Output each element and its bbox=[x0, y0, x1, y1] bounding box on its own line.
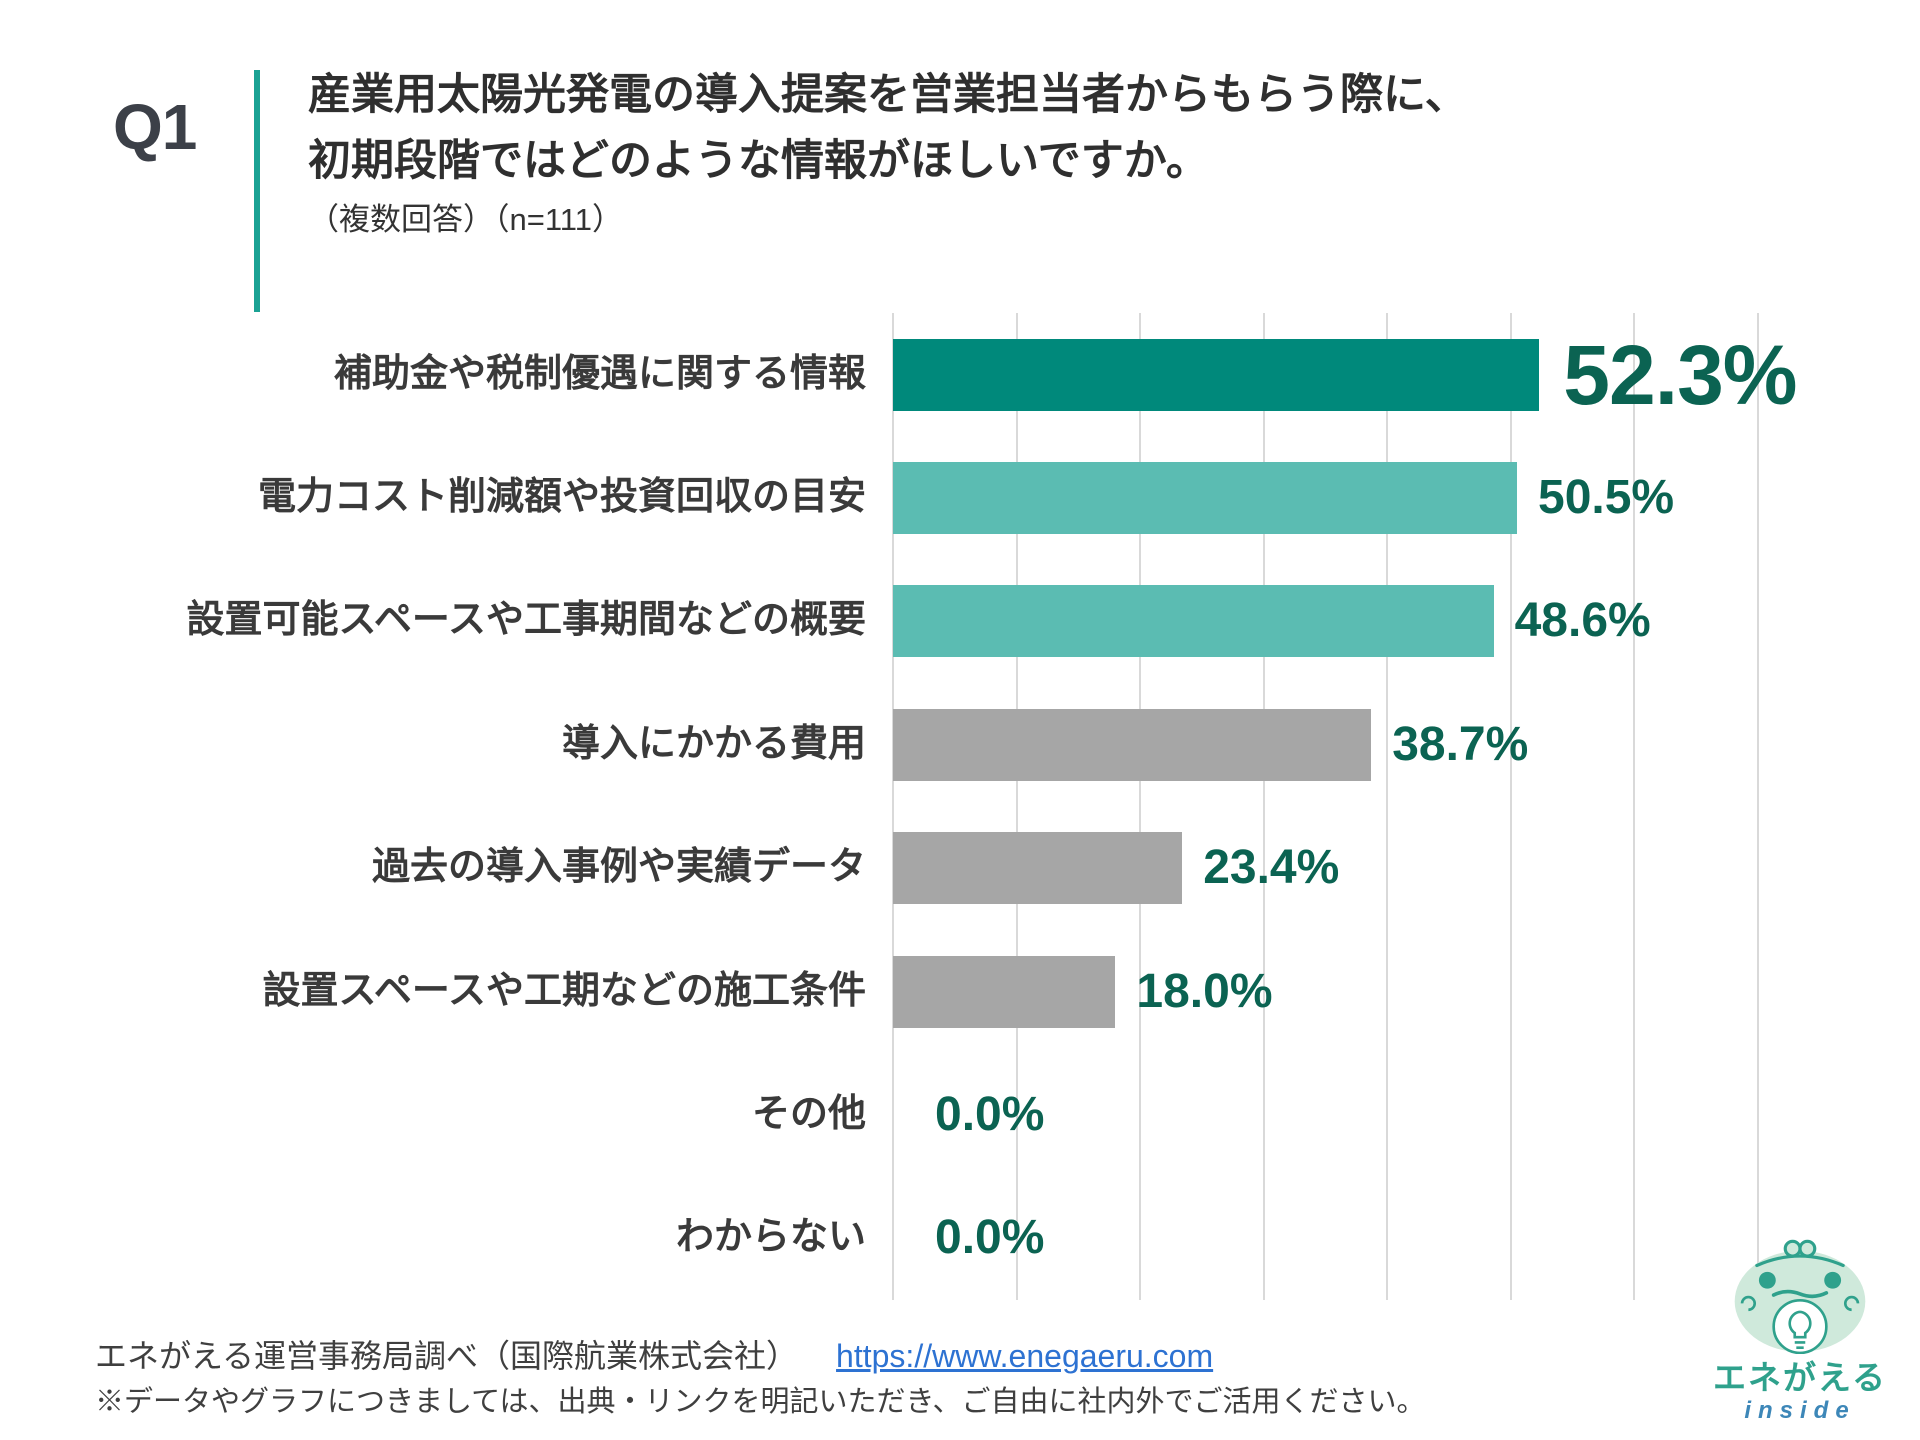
logo-sub-text: inside bbox=[1744, 1396, 1856, 1424]
value-label: 38.7% bbox=[1392, 717, 1529, 771]
source-line: エネがえる運営事務局調べ（国際航業株式会社） https://www.enegae… bbox=[95, 1336, 1213, 1378]
category-label: 補助金や税制優遇に関する情報 bbox=[333, 352, 866, 395]
question-title-block: 産業用太陽光発電の導入提案を営業担当者からもらう際に、 初期段階ではどのような情… bbox=[308, 62, 1468, 246]
source-text: エネがえる運営事務局調べ（国際航業株式会社） bbox=[95, 1338, 799, 1374]
frog-lightbulb-icon bbox=[1721, 1239, 1879, 1358]
gridline bbox=[1139, 313, 1142, 1300]
bar-1 bbox=[893, 462, 1517, 535]
bar-2 bbox=[893, 585, 1494, 658]
logo-brand-text: エネがえる bbox=[1712, 1359, 1887, 1396]
gridline bbox=[1386, 313, 1389, 1300]
value-label: 23.4% bbox=[1203, 841, 1340, 895]
category-label: その他 bbox=[751, 1093, 866, 1136]
question-title-line2: 初期段階ではどのような情報がほしいですか。 bbox=[308, 137, 1209, 185]
category-label: 設置スペースや工期などの施工条件 bbox=[262, 969, 866, 1012]
gridline bbox=[1757, 313, 1759, 1300]
category-label: 過去の導入事例や実績データ bbox=[371, 846, 866, 889]
category-label: 電力コスト削減額や投資回収の目安 bbox=[257, 476, 866, 519]
question-number: Q1 bbox=[113, 91, 197, 163]
value-label: 48.6% bbox=[1514, 594, 1651, 648]
value-label: 52.3% bbox=[1563, 327, 1797, 422]
category-label: 導入にかかる費用 bbox=[561, 723, 866, 765]
gridline bbox=[1509, 313, 1512, 1300]
source-link[interactable]: https://www.enegaeru.com bbox=[836, 1338, 1214, 1374]
question-title-line1: 産業用太陽光発電の導入提案を営業担当者からもらう際に、 bbox=[308, 71, 1468, 119]
value-label: 50.5% bbox=[1538, 471, 1675, 525]
gridline bbox=[1633, 313, 1636, 1300]
bar-3 bbox=[893, 708, 1372, 781]
question-subtitle: （複数回答）（n=111） bbox=[308, 202, 623, 237]
value-label: 18.0% bbox=[1136, 964, 1273, 1018]
usage-note: ※データやグラフにつきましては、出典・リンクを明記いただき、ご自由に社内外でご活… bbox=[95, 1386, 1426, 1418]
bar-5 bbox=[893, 955, 1116, 1028]
value-label: 0.0% bbox=[935, 1211, 1045, 1265]
enegaeru-logo: エネがえる inside bbox=[1693, 1236, 1907, 1426]
category-label: 設置可能スペースや工事期間などの概要 bbox=[186, 599, 866, 642]
value-label: 0.0% bbox=[935, 1087, 1045, 1141]
bar-0 bbox=[893, 338, 1540, 411]
gridline bbox=[1262, 313, 1265, 1300]
category-label: わからない bbox=[675, 1216, 866, 1259]
gridline bbox=[1015, 313, 1018, 1300]
bar-4 bbox=[893, 832, 1183, 905]
gridline bbox=[892, 313, 894, 1300]
title-accent-rule bbox=[254, 70, 260, 312]
